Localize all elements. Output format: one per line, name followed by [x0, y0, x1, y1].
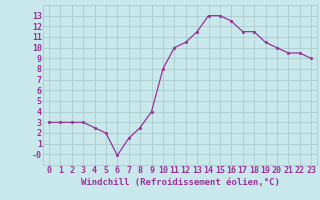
X-axis label: Windchill (Refroidissement éolien,°C): Windchill (Refroidissement éolien,°C) — [81, 178, 279, 187]
